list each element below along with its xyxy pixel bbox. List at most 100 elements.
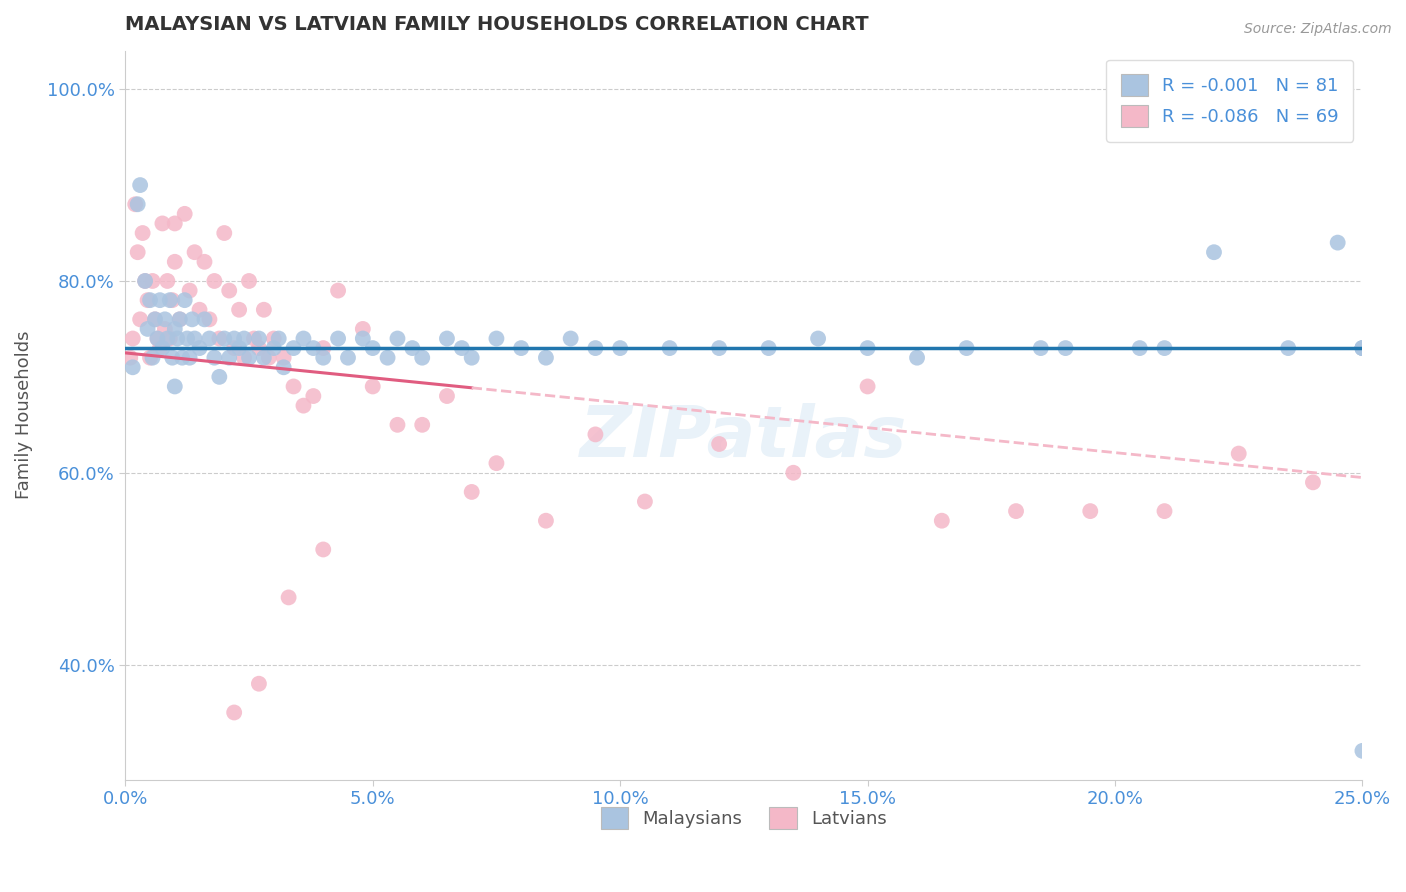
Point <box>1078 504 1101 518</box>
Point <box>401 341 423 355</box>
Point <box>609 341 631 355</box>
Point <box>1351 341 1374 355</box>
Text: MALAYSIAN VS LATVIAN FAMILY HOUSEHOLDS CORRELATION CHART: MALAYSIAN VS LATVIAN FAMILY HOUSEHOLDS C… <box>125 15 869 34</box>
Point <box>1277 341 1299 355</box>
Point <box>153 322 176 336</box>
Point <box>302 389 325 403</box>
Point <box>120 351 142 365</box>
Point <box>707 437 730 451</box>
Point <box>534 351 557 365</box>
Point <box>411 417 433 432</box>
Point <box>326 331 349 345</box>
Point <box>253 351 276 365</box>
Point <box>152 341 174 355</box>
Point <box>337 351 360 365</box>
Point <box>782 466 804 480</box>
Point <box>153 312 176 326</box>
Point <box>139 351 162 365</box>
Point <box>179 284 201 298</box>
Legend: Malaysians, Latvians: Malaysians, Latvians <box>593 800 894 836</box>
Point <box>1351 341 1374 355</box>
Point <box>152 216 174 230</box>
Point <box>758 341 780 355</box>
Point <box>233 331 256 345</box>
Point <box>1054 341 1077 355</box>
Point <box>208 331 231 345</box>
Point <box>1005 504 1028 518</box>
Point <box>450 341 472 355</box>
Point <box>139 293 162 307</box>
Point <box>283 379 305 393</box>
Point <box>146 331 169 345</box>
Point <box>134 274 156 288</box>
Point <box>247 677 270 691</box>
Point <box>163 254 186 268</box>
Point <box>228 302 250 317</box>
Point <box>905 351 928 365</box>
Point <box>183 245 205 260</box>
Point <box>172 351 194 365</box>
Y-axis label: Family Households: Family Households <box>15 331 32 500</box>
Point <box>387 417 409 432</box>
Point <box>149 341 172 355</box>
Point <box>218 351 240 365</box>
Point <box>131 226 153 240</box>
Point <box>198 312 221 326</box>
Point <box>273 360 295 375</box>
Text: Source: ZipAtlas.com: Source: ZipAtlas.com <box>1244 22 1392 37</box>
Point <box>263 341 285 355</box>
Point <box>283 341 305 355</box>
Point <box>162 293 184 307</box>
Point <box>193 312 215 326</box>
Point <box>136 293 159 307</box>
Point <box>1302 475 1324 490</box>
Point <box>1029 341 1052 355</box>
Point <box>169 312 191 326</box>
Point <box>510 341 533 355</box>
Point <box>361 341 384 355</box>
Point <box>312 351 335 365</box>
Point <box>146 331 169 345</box>
Point <box>267 331 290 345</box>
Point <box>361 379 384 393</box>
Point <box>436 389 458 403</box>
Point <box>129 178 152 192</box>
Point <box>1351 744 1374 758</box>
Point <box>253 302 276 317</box>
Point <box>1326 235 1348 250</box>
Point <box>193 254 215 268</box>
Point <box>159 293 181 307</box>
Point <box>188 341 211 355</box>
Point <box>1227 446 1250 460</box>
Point <box>312 341 335 355</box>
Point <box>534 514 557 528</box>
Point <box>238 351 260 365</box>
Point <box>263 331 285 345</box>
Point <box>141 351 163 365</box>
Point <box>233 351 256 365</box>
Point <box>149 293 172 307</box>
Point <box>1351 341 1374 355</box>
Point <box>179 351 201 365</box>
Point <box>238 274 260 288</box>
Point <box>1153 341 1175 355</box>
Point <box>228 341 250 355</box>
Point <box>247 341 270 355</box>
Point <box>181 312 204 326</box>
Point <box>856 341 879 355</box>
Point <box>634 494 657 508</box>
Point <box>176 331 198 345</box>
Point <box>387 331 409 345</box>
Text: ZIPatlas: ZIPatlas <box>581 402 907 472</box>
Point <box>292 399 315 413</box>
Point <box>292 331 315 345</box>
Point <box>188 302 211 317</box>
Point <box>326 284 349 298</box>
Point <box>202 351 225 365</box>
Point <box>277 591 299 605</box>
Point <box>807 331 830 345</box>
Point <box>224 706 246 720</box>
Point <box>218 284 240 298</box>
Point <box>163 379 186 393</box>
Point <box>159 331 181 345</box>
